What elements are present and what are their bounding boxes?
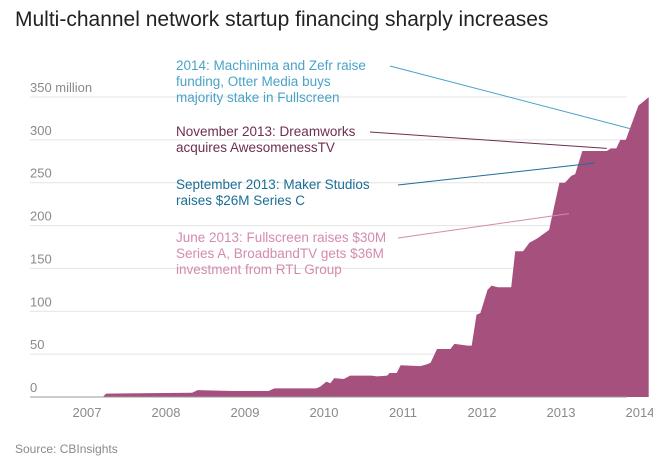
x-tick-label: 2008 bbox=[152, 405, 181, 420]
y-tick-label: 300 bbox=[30, 123, 52, 138]
x-tick-label: 2011 bbox=[389, 405, 417, 420]
x-tick-label: 2013 bbox=[547, 405, 576, 420]
y-tick-label: 100 bbox=[30, 294, 52, 309]
y-tick-label: 0 bbox=[30, 380, 37, 395]
source-note: Source: CBInsights bbox=[15, 442, 118, 456]
y-tick-label: 50 bbox=[30, 337, 44, 352]
annotation-text: June 2013: Fullscreen raises $30M Series … bbox=[176, 230, 386, 277]
y-tick-label: 200 bbox=[30, 209, 52, 224]
annotation-leader bbox=[369, 131, 607, 149]
financing-area bbox=[94, 97, 649, 397]
x-tick-label: 2009 bbox=[231, 405, 260, 420]
annotation-leader bbox=[397, 213, 569, 239]
chart-title: Multi-channel network startup financing … bbox=[15, 8, 549, 31]
x-tick-label: 2010 bbox=[310, 405, 339, 420]
y-tick-label: 250 bbox=[30, 166, 52, 181]
y-tick-label: 150 bbox=[30, 251, 52, 266]
annotation-leader bbox=[389, 65, 631, 130]
annotation-leader bbox=[397, 162, 596, 186]
annotation-text: 2014: Machinima and Zefr raise funding, O… bbox=[176, 58, 366, 105]
annotation-text: September 2013: Maker Studios raises $26M… bbox=[176, 177, 370, 208]
x-tick-label: 2014 bbox=[626, 405, 653, 420]
annotation-text: November 2013: Dreamworks acquires Awesom… bbox=[176, 124, 356, 155]
x-tick-label: 2007 bbox=[73, 405, 102, 420]
x-tick-label: 2012 bbox=[468, 405, 497, 420]
y-tick-label: 350 million bbox=[30, 80, 92, 95]
